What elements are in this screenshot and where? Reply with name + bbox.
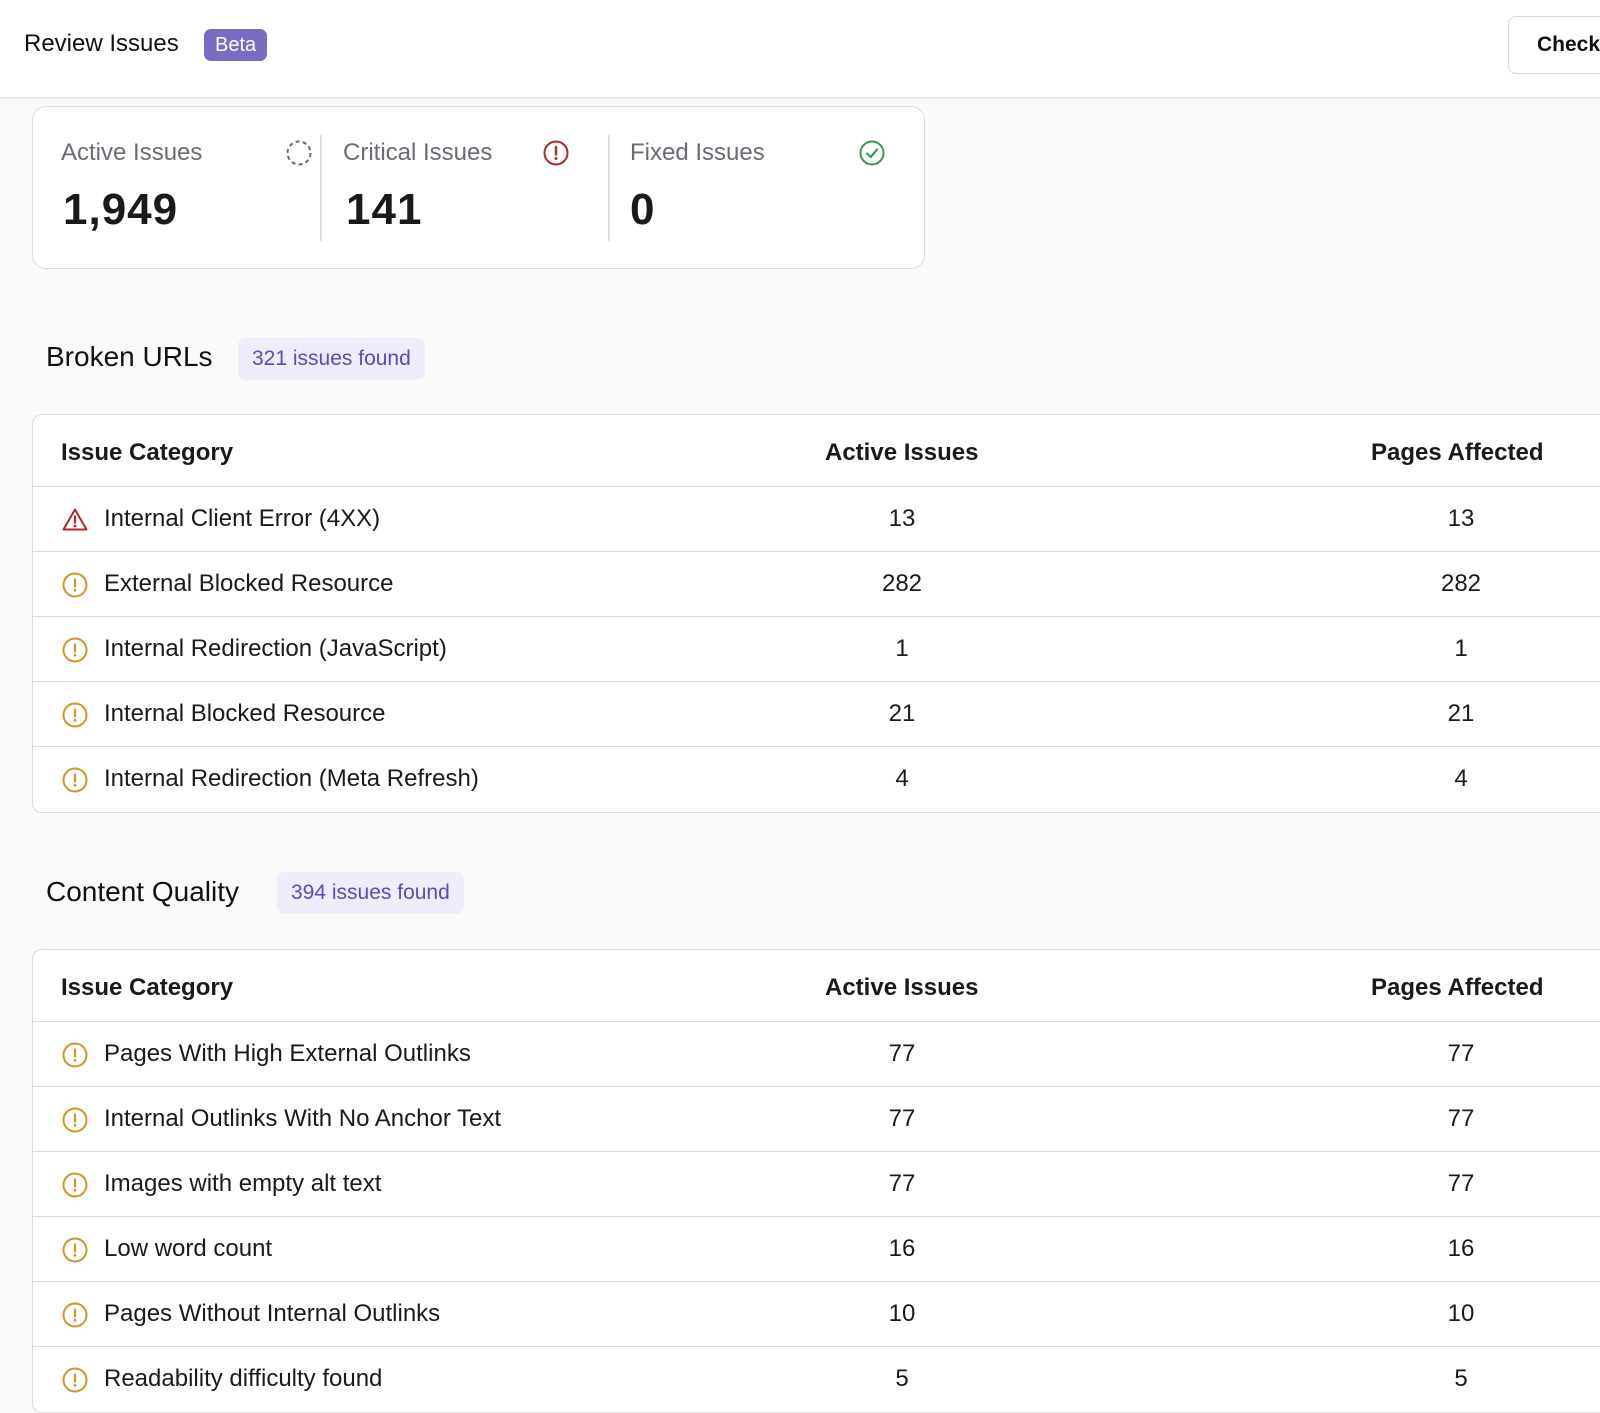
column-header-pages: Pages Affected xyxy=(1371,439,1544,466)
issue-category-name[interactable]: Internal Blocked Resource xyxy=(104,700,386,727)
issue-category-name[interactable]: Pages Without Internal Outlinks xyxy=(104,1300,441,1327)
alert-circle-icon xyxy=(62,1367,88,1393)
alert-circle-icon xyxy=(62,1042,88,1068)
pages-affected-count: 1 xyxy=(1454,635,1468,662)
broken-urls-table: Issue Category Active Issues Pages Affec… xyxy=(32,414,1600,813)
pages-affected-count: 77 xyxy=(1447,1040,1475,1067)
column-header-category: Issue Category xyxy=(61,974,234,1001)
issue-category-name[interactable]: Images with empty alt text xyxy=(104,1170,382,1197)
content-quality-table: Issue Category Active Issues Pages Affec… xyxy=(32,949,1600,1413)
issue-category-name[interactable]: Internal Redirection (Meta Refresh) xyxy=(104,765,479,792)
active-issues-count: 21 xyxy=(888,700,916,727)
table-row[interactable]: Readability difficulty found 5 5 xyxy=(33,1347,1600,1412)
column-header-pages: Pages Affected xyxy=(1371,974,1544,1001)
stat-active-issues: Active Issues 1,949 xyxy=(61,107,312,270)
table-body: Internal Client Error (4XX) 13 13 External … xyxy=(33,487,1600,812)
pages-affected-count: 282 xyxy=(1440,570,1482,597)
top-bar: Review Issues Beta Check xyxy=(0,0,1600,99)
stat-label: Fixed Issues xyxy=(630,139,765,166)
column-header-category: Issue Category xyxy=(61,439,234,466)
column-header-active: Active Issues xyxy=(825,974,979,1001)
dashed-circle-icon xyxy=(286,140,312,166)
alert-circle-icon xyxy=(62,1237,88,1263)
table-header: Issue Category Active Issues Pages Affec… xyxy=(33,950,1600,1022)
active-issues-count: 77 xyxy=(888,1040,916,1067)
issues-count-badge: 321 issues found xyxy=(238,338,425,380)
pages-affected-count: 13 xyxy=(1447,505,1475,532)
stat-divider xyxy=(608,135,610,241)
alert-circle-icon xyxy=(62,1172,88,1198)
alert-circle-icon xyxy=(62,637,88,663)
pages-affected-count: 77 xyxy=(1447,1105,1475,1132)
alert-circle-icon xyxy=(62,1107,88,1133)
stat-critical-issues: Critical Issues 141 xyxy=(343,107,593,270)
stat-value: 1,949 xyxy=(63,185,179,234)
issues-count-badge: 394 issues found xyxy=(277,872,464,914)
table-header: Issue Category Active Issues Pages Affec… xyxy=(33,415,1600,487)
check-circle-icon xyxy=(859,140,885,166)
page-title: Review Issues xyxy=(24,30,179,57)
beta-badge: Beta xyxy=(204,29,268,61)
stat-label: Critical Issues xyxy=(343,139,493,166)
issue-category-name[interactable]: External Blocked Resource xyxy=(104,570,394,597)
alert-circle-icon xyxy=(62,702,88,728)
issue-category-name[interactable]: Low word count xyxy=(104,1235,273,1262)
table-row[interactable]: Low word count 16 16 xyxy=(33,1217,1600,1282)
stat-label: Active Issues xyxy=(61,139,203,166)
column-header-active: Active Issues xyxy=(825,439,979,466)
stat-divider xyxy=(320,135,322,241)
active-issues-count: 282 xyxy=(881,570,923,597)
active-issues-count: 1 xyxy=(895,635,909,662)
table-row[interactable]: Internal Client Error (4XX) 13 13 xyxy=(33,487,1600,552)
issue-category-name[interactable]: Pages With High External Outlinks xyxy=(104,1040,471,1067)
alert-circle-icon xyxy=(543,140,569,166)
issue-category-name[interactable]: Internal Client Error (4XX) xyxy=(104,505,381,532)
stat-value: 0 xyxy=(630,185,656,234)
table-row[interactable]: Pages Without Internal Outlinks 10 10 xyxy=(33,1282,1600,1347)
pages-affected-count: 77 xyxy=(1447,1170,1475,1197)
pages-affected-count: 10 xyxy=(1447,1300,1475,1327)
section-title-content-quality: Content Quality xyxy=(46,876,239,907)
alert-circle-icon xyxy=(62,572,88,598)
alert-circle-icon xyxy=(62,767,88,793)
stat-value: 141 xyxy=(346,185,423,234)
table-body: Pages With High External Outlinks 77 77 Int… xyxy=(33,1022,1600,1412)
table-row[interactable]: Internal Redirection (JavaScript) 1 1 xyxy=(33,617,1600,682)
pages-affected-count: 16 xyxy=(1447,1235,1475,1262)
table-row[interactable]: Internal Outlinks With No Anchor Text 77 7… xyxy=(33,1087,1600,1152)
active-issues-count: 13 xyxy=(888,505,916,532)
active-issues-count: 5 xyxy=(895,1365,909,1392)
warning-triangle-icon xyxy=(62,508,88,531)
table-row[interactable]: Pages With High External Outlinks 77 77 xyxy=(33,1022,1600,1087)
table-row[interactable]: External Blocked Resource 282 282 xyxy=(33,552,1600,617)
issue-category-name[interactable]: Readability difficulty found xyxy=(104,1365,383,1392)
active-issues-count: 4 xyxy=(895,765,909,792)
alert-circle-icon xyxy=(62,1302,88,1328)
table-row[interactable]: Internal Blocked Resource 21 21 xyxy=(33,682,1600,747)
stat-fixed-issues: Fixed Issues 0 xyxy=(630,107,900,270)
issue-category-name[interactable]: Internal Outlinks With No Anchor Text xyxy=(104,1105,502,1132)
table-row[interactable]: Images with empty alt text 77 77 xyxy=(33,1152,1600,1217)
pages-affected-count: 5 xyxy=(1454,1365,1468,1392)
active-issues-count: 10 xyxy=(888,1300,916,1327)
check-button[interactable]: Check xyxy=(1508,16,1600,74)
active-issues-count: 77 xyxy=(888,1170,916,1197)
pages-affected-count: 4 xyxy=(1454,765,1468,792)
active-issues-count: 77 xyxy=(888,1105,916,1132)
section-title-broken-urls: Broken URLs xyxy=(46,341,213,372)
table-row[interactable]: Internal Redirection (Meta Refresh) 4 4 xyxy=(33,747,1600,812)
pages-affected-count: 21 xyxy=(1447,700,1475,727)
active-issues-count: 16 xyxy=(888,1235,916,1262)
stats-card: Active Issues 1,949 Critical Issues 141 … xyxy=(32,106,925,269)
issue-category-name[interactable]: Internal Redirection (JavaScript) xyxy=(104,635,447,662)
